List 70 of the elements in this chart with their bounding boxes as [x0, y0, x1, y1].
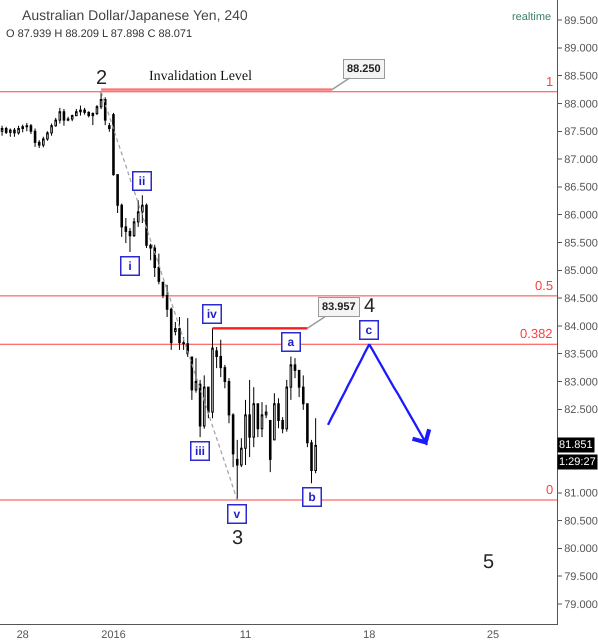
y-tick-label: 80.500 [564, 515, 598, 528]
annotation: a [288, 335, 294, 349]
y-tick-label: 87.000 [564, 154, 598, 166]
annotation: 0.382 [520, 326, 553, 341]
candlestick [190, 356, 194, 400]
candlestick [21, 124, 24, 133]
y-tick-label: 87.500 [564, 126, 598, 138]
annotation: 3 [232, 527, 244, 549]
annotation: Invalidation Level [149, 69, 252, 84]
annotation: iv [206, 307, 218, 321]
annotation: 88.250 [347, 63, 381, 75]
y-tick-label: 88.000 [564, 98, 598, 110]
annotation: ii [138, 174, 146, 188]
annotation: 0 [546, 482, 554, 497]
x-tick-label: 25 [486, 629, 500, 640]
candlestick [211, 328, 214, 419]
candlestick [178, 316, 181, 350]
y-tick-label: 85.000 [564, 265, 598, 278]
x-tick-label: 11 [240, 629, 252, 640]
y-tick-label: 84.000 [564, 320, 598, 333]
y-tick-label: 86.000 [564, 210, 598, 222]
candlestick [75, 108, 78, 117]
candlestick [4, 126, 8, 135]
candlestick [260, 402, 264, 438]
y-tick-label: 79.500 [564, 571, 598, 584]
candlestick [17, 125, 20, 136]
y-tick-label: 79.000 [564, 598, 598, 611]
annotation: i [128, 259, 132, 273]
line-series [100, 91, 238, 501]
candlestick [186, 318, 190, 358]
candlestick [34, 128, 36, 148]
text: 1:29:27 [559, 456, 596, 468]
text: Australian Dollar/Japanese Yen, 240 [22, 6, 248, 23]
text: 81.851 [559, 439, 593, 451]
x-tick-label: 18 [363, 629, 376, 640]
y-tick-label: 88.500 [564, 70, 598, 82]
candlestick [104, 96, 107, 126]
y-tick-label: 89.000 [564, 42, 598, 55]
y-tick-label: 85.500 [564, 237, 598, 250]
x-tick-label: 28 [16, 629, 29, 640]
candlestick [58, 107, 62, 124]
candlestick [79, 105, 82, 116]
annotation: iii [194, 444, 206, 458]
annotation: c [366, 323, 372, 337]
y-tick-label: 83.000 [564, 376, 598, 388]
annotation: b [308, 490, 316, 504]
x-tick-label: 2016 [101, 629, 126, 640]
candlestick [26, 122, 28, 132]
candlestick [9, 128, 12, 138]
y-tick-label: 84.500 [564, 292, 598, 305]
annotation: 0.5 [535, 278, 554, 293]
candlestick [236, 439, 239, 500]
annotation: 4 [364, 295, 376, 317]
y-tick-label: 80.000 [564, 543, 598, 556]
y-tick-label: 86.500 [564, 182, 598, 194]
annotation: 1 [546, 74, 554, 89]
annotation: 83.957 [322, 301, 356, 313]
y-tick-label: 83.500 [564, 348, 598, 361]
y-tick-label: 81.000 [564, 488, 598, 500]
annotation: 2 [96, 67, 108, 89]
candlestick [62, 108, 66, 126]
candlestick [13, 127, 16, 138]
annotation: realtime [512, 11, 552, 23]
candlestick [30, 124, 32, 135]
annotation: 5 [483, 551, 494, 573]
annotation: v [234, 507, 240, 521]
y-tick-label: 82.500 [564, 404, 598, 416]
y-tick-label: 89.500 [564, 14, 598, 27]
text: O 87.939 H 88.209 L 87.898 C 88.071 [6, 28, 192, 40]
candlestick [83, 107, 86, 116]
